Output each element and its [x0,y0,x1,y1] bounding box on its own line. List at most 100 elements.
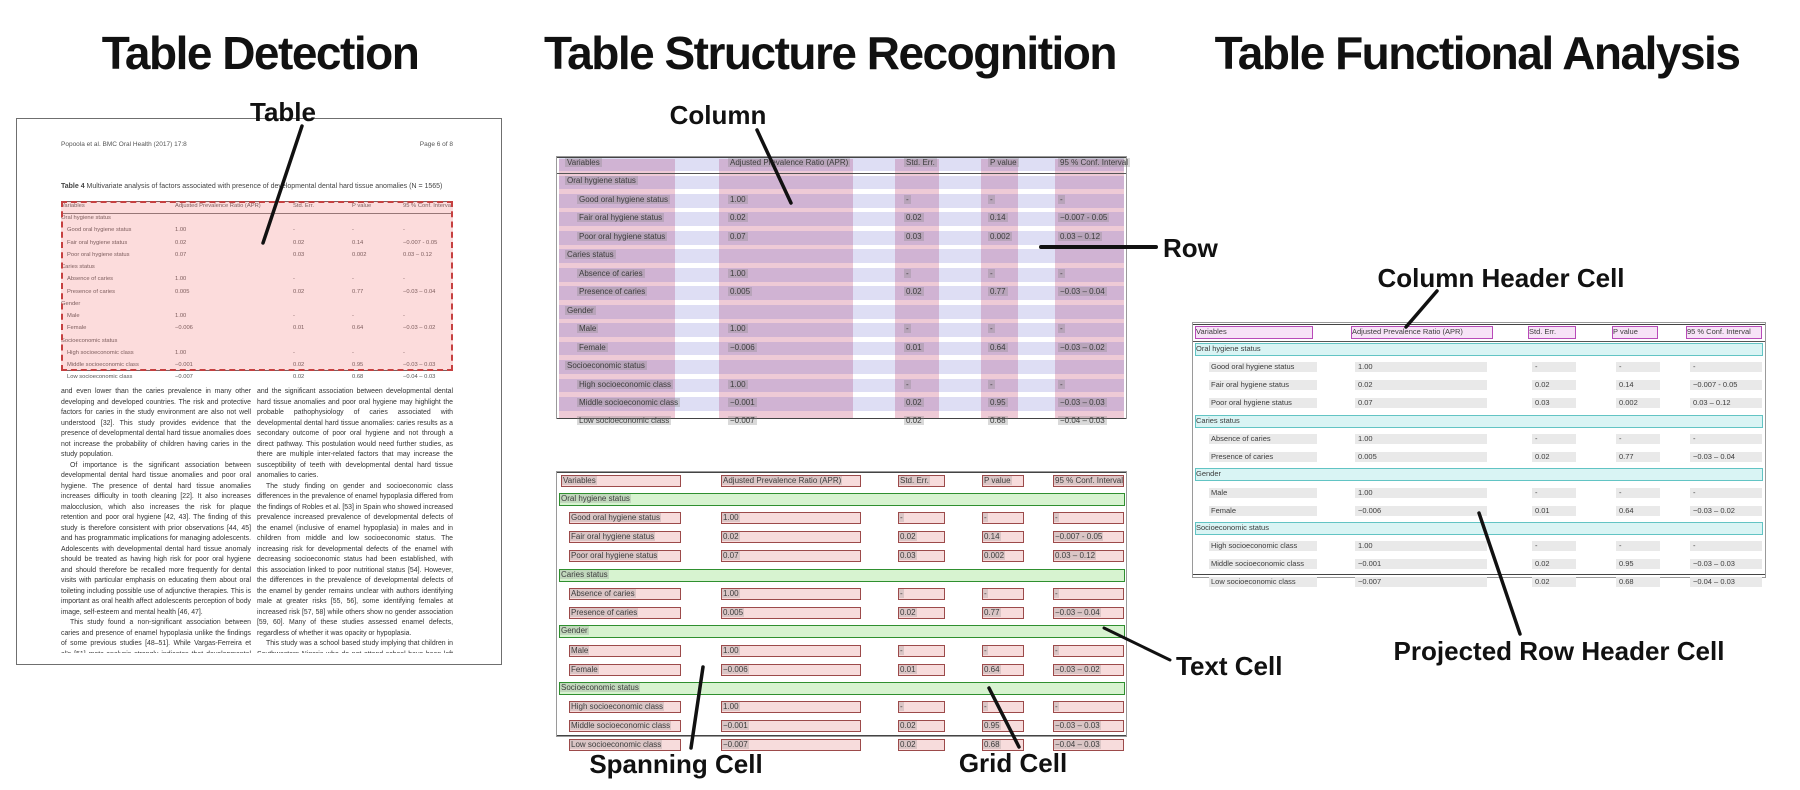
row-band [559,157,1124,171]
doc-row-value: 0.03 [293,251,305,258]
text-highlight: - [988,194,995,204]
struct-row-label: Low socioeconomic class [577,416,672,426]
doc-row-label: Male [67,313,80,319]
doc-row-value: 0.68 [352,374,364,381]
value-bar: - [1616,487,1660,498]
row-band [559,194,1124,208]
text-highlight: Low socioeconomic class [577,416,672,426]
struct-row-value: - [904,379,911,389]
text-highlight: - [983,588,988,598]
text-highlight: 0.95 [988,397,1008,407]
text-highlight: 0.68 [988,416,1008,426]
panel-title-table-structure-recognition: Table Structure Recognition [543,27,1118,79]
doc-row-value: 0.64 [352,325,364,332]
body-text-right-column: and the significant association between … [257,387,453,653]
grid-cell: −0.03 – 0.02 [1053,663,1124,676]
doc-row-label: Fair oral hygiene status [67,239,128,246]
row-label-bar: Absence of caries [1209,433,1317,444]
body-paragraph: This study found a non-significant assoc… [61,619,251,653]
doc-row-value: - [352,276,354,283]
struct-row-value: 0.14 [988,213,1008,223]
text-highlight: 0.002 [988,231,1013,241]
struct-col-header: Std. Err. [904,158,937,167]
struct-row-value: 0.02 [904,287,924,297]
text-highlight: 0.02 [722,532,740,542]
value-bar: - [1532,487,1576,498]
text-highlight: −0.03 – 0.03 [1058,397,1107,407]
struct-row-label: Absence of caries [577,268,645,278]
grid-cell: Male [569,644,681,657]
struct-col-header: Variables [565,158,602,167]
text-highlight: −0.006 [728,342,757,352]
doc-col-header: 95 % Conf. Interval [403,203,453,209]
struct-row-value: 0.03 [904,231,924,241]
struct-row-label: Poor oral hygiene status [577,231,668,241]
text-highlight: 0.64 [983,664,1001,674]
doc-row-value: 0.005 [175,288,190,295]
text-highlight: - [904,379,911,389]
text-highlight: - [988,268,995,278]
struct-row-label: Gender [565,305,596,315]
text-highlight: Poor oral hygiene status [577,231,668,241]
doc-row-value: - [293,313,295,319]
spanning-cell: Caries status [559,568,1125,582]
doc-row-value: 0.02 [293,362,305,368]
value-bar: 1.00 [1355,362,1487,373]
body-paragraph: Of importance is the significant associa… [61,461,251,616]
text-highlight: - [983,513,988,523]
text-highlight: 1.00 [728,194,748,204]
table-rule [61,213,453,214]
document-table: Variables Adjusted Prevalence Ratio (APR)… [61,201,453,380]
text-highlight: −0.03 – 0.03 [1054,721,1101,731]
grid-cell: 0.95 [982,720,1024,733]
struct-row-value: - [988,324,995,334]
row-label-bar: Male [1209,487,1317,498]
value-bar: 0.02 [1532,380,1576,391]
value-bar: −0.03 – 0.03 [1690,559,1762,570]
row-label-bar: Female [1209,505,1317,516]
doc-row-label: Socioeconomic status [61,337,118,344]
value-bar: - [1690,541,1762,552]
value-bar: - [1616,362,1660,373]
text-highlight: Gender [565,305,596,315]
struct-row-value: - [904,268,911,278]
text-highlight: - [904,324,911,334]
struct-row-value: 0.01 [904,342,924,352]
column-header-grid-cell: Variables [561,474,681,487]
text-highlight: Std. Err. [899,475,930,485]
struct-row-value: 1.00 [728,379,748,389]
struct-col-header: 95 % Conf. Interval [1058,158,1131,167]
body-paragraph: This study was a school based study impl… [257,640,453,653]
value-bar: −0.007 [1355,577,1487,588]
text-highlight: Caries status [560,569,609,579]
text-highlight: - [1058,194,1065,204]
text-highlight: - [1054,588,1059,598]
doc-row-value: −0.007 [175,374,193,381]
column-header-cell: Std. Err. [1528,325,1576,339]
doc-row-value: 0.02 [175,239,187,246]
row-band [559,304,1124,319]
text-highlight: −0.03 – 0.04 [1058,287,1107,297]
text-highlight: - [899,513,904,523]
text-highlight: 0.02 [899,740,917,750]
grid-cell: 1.00 [721,701,861,714]
struct-row-value: −0.03 – 0.03 [1058,397,1107,407]
struct-row-value: 0.02 [904,397,924,407]
row-label-bar: Low socioeconomic class [1209,577,1317,588]
doc-row-label: Middle socioeconomic class [67,362,139,368]
doc-row-value: −0.006 [175,325,193,332]
struct-row-value: 0.95 [988,397,1008,407]
struct-row-label: Middle socioeconomic class [577,397,681,407]
projected-row-header-cell: Socioeconomic status [1195,521,1763,535]
doc-row-value: - [352,349,354,356]
row-label-bar: Good oral hygiene status [1209,362,1317,373]
struct-col-header: P value [988,158,1019,167]
table-rule [557,172,1126,174]
struct-row-value: - [988,379,995,389]
structure-cells-table: Variables Adjusted Prevalence Ratio (APR)… [556,471,1127,752]
value-bar: - [1532,433,1576,444]
value-bar: 0.07 [1355,398,1487,409]
text-highlight: Socioeconomic status [560,682,640,692]
text-highlight: - [1054,645,1059,655]
